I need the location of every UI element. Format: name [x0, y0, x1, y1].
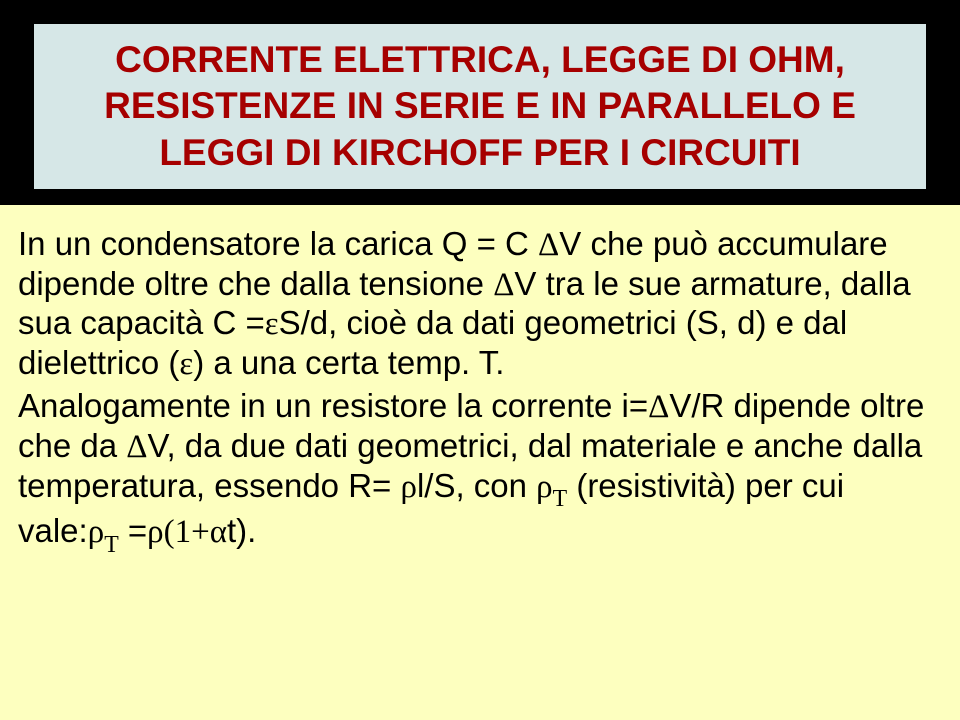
text: Analogamente in un resistore la corrente… — [18, 387, 648, 424]
paragraph-1: In un condensatore la carica Q = C ΔV ch… — [18, 225, 942, 383]
epsilon-symbol: ε — [179, 346, 193, 382]
delta-symbol: Δ — [648, 389, 669, 425]
text: ) a una certa temp. T. — [193, 344, 504, 381]
rho-expression: ρ(1+α — [147, 514, 227, 550]
subscript-T: T — [104, 532, 119, 558]
rho-symbol: ρ — [88, 514, 104, 550]
paragraph-2: Analogamente in un resistore la corrente… — [18, 387, 942, 557]
slide-title: CORRENTE ELETTRICA, LEGGE DI OHM, RESIST… — [56, 37, 904, 176]
epsilon-symbol: ε — [265, 306, 279, 342]
body-content: In un condensatore la carica Q = C ΔV ch… — [18, 225, 942, 561]
text: l/S, con — [417, 467, 536, 504]
delta-symbol: Δ — [493, 267, 514, 303]
slide: CORRENTE ELETTRICA, LEGGE DI OHM, RESIST… — [0, 0, 960, 720]
subscript-T: T — [553, 486, 568, 512]
delta-symbol: Δ — [538, 227, 559, 263]
rho-symbol: ρ — [400, 469, 416, 505]
text: = — [119, 512, 147, 549]
title-box: CORRENTE ELETTRICA, LEGGE DI OHM, RESIST… — [34, 24, 926, 189]
text: In un condensatore la carica Q = C — [18, 225, 538, 262]
rho-symbol: ρ — [536, 469, 552, 505]
text: t). — [227, 512, 256, 549]
delta-symbol: Δ — [126, 429, 147, 465]
